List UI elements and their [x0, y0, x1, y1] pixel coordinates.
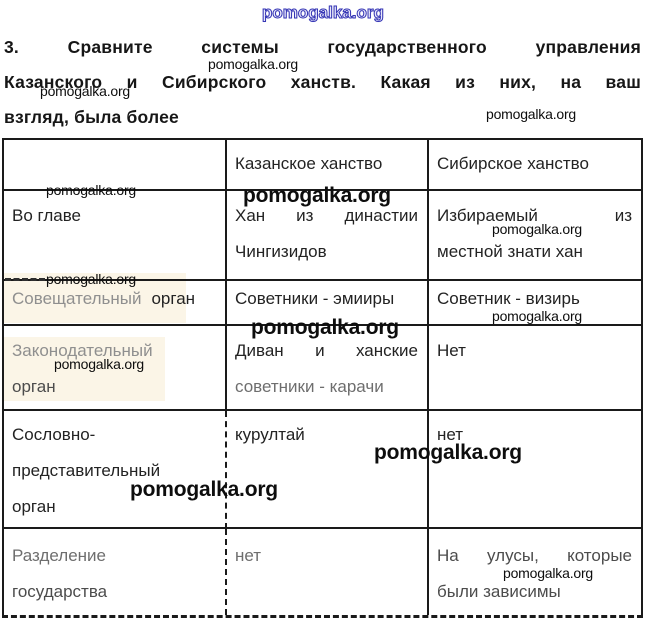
watermark: pomogalka.org: [374, 441, 522, 464]
cell-header-siberia: Сибирское ханство: [429, 140, 641, 191]
cell-estate-body-kazan: курултай: [227, 411, 429, 529]
cell-header-kazan: Казанское ханство: [227, 140, 429, 191]
highlight-patch: [3, 273, 186, 323]
watermark: pomogalka.org: [46, 271, 137, 287]
cell-estate-body-label: Сословно- представительный орган: [4, 411, 227, 529]
watermark: pomogalka.org: [492, 308, 583, 324]
watermark-blue: pomogalka.org: [262, 3, 385, 23]
watermark: pomogalka.org: [492, 221, 583, 237]
cell-division-kazan: нет: [227, 529, 429, 615]
cell-head-of-state-label: Во главе: [4, 191, 227, 281]
watermark: pomogalka.org: [54, 356, 145, 372]
question-line: взгляд, была более: [4, 107, 179, 127]
watermark: pomogalka.org: [486, 106, 577, 122]
watermark: pomogalka.org: [243, 184, 391, 207]
highlight-patch: [3, 337, 165, 401]
cell-legislative-body-kazan: Диван и ханские советники - карачи: [227, 326, 429, 411]
cell-advisory-body-label: Совещательный орган: [4, 281, 227, 326]
cell-legislative-body-label: Законодательный орган: [4, 326, 227, 411]
watermark: pomogalka.org: [130, 478, 278, 501]
watermark: pomogalka.org: [208, 56, 299, 72]
watermark: pomogalka.org: [251, 316, 399, 339]
watermark: pomogalka.org: [503, 565, 594, 581]
cell-estate-body-siberia: нет: [429, 411, 641, 529]
cell-division-label: Разделение государства: [4, 529, 227, 615]
watermark: pomogalka.org: [40, 83, 131, 99]
cell-head-of-state-kazan: Хан из династии Чингизидов: [227, 191, 429, 281]
cell-head-of-state-siberia: Избираемый из местной знати хан: [429, 191, 641, 281]
cell-legislative-body-siberia: Нет: [429, 326, 641, 411]
question-line: 3. Сравните системы государственного упр…: [4, 37, 641, 57]
question-line: Казанского и Сибирского ханств. Какая из…: [4, 72, 641, 92]
cell-advisory-body-siberia: Советник - визирь: [429, 281, 641, 326]
cell-header-empty: [4, 140, 227, 191]
cell-advisory-body-kazan: Советники - эмииры: [227, 281, 429, 326]
cell-division-siberia: На улусы, которые были зависимы: [437, 546, 632, 601]
column-header: Сибирское ханство: [437, 154, 589, 173]
dash-mark: [5, 278, 45, 281]
comparison-table: Казанское ханство Сибирское ханство Во г…: [2, 138, 643, 618]
question-text: 3. Сравните системы государственного упр…: [4, 30, 641, 135]
watermark: pomogalka.org: [46, 182, 137, 198]
column-header: Казанское ханство: [235, 154, 383, 173]
